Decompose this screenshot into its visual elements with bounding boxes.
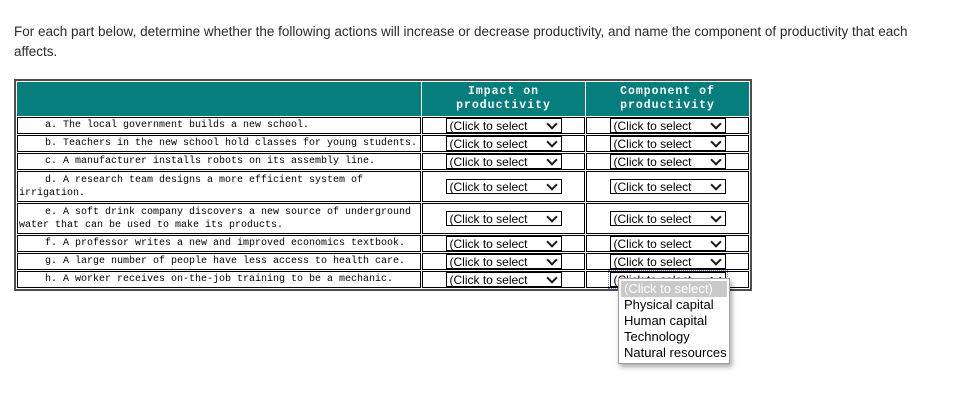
statement-b: b. Teachers in the new school hold class…: [17, 135, 421, 152]
chevron-down-icon: [545, 211, 558, 223]
component-select-e[interactable]: (Click to select: [609, 211, 726, 226]
table-row-d: d. A research team designs a more effici…: [17, 171, 749, 202]
productivity-table: Impact on productivity Component of prod…: [14, 79, 752, 291]
header-row: Impact on productivity Component of prod…: [17, 82, 749, 116]
component-select-g[interactable]: (Click to select: [609, 254, 726, 269]
select-value: (Click to select: [449, 136, 528, 151]
select-value: (Click to select: [449, 154, 528, 169]
impact-select-c[interactable]: (Click to select: [445, 154, 562, 169]
statement-column-header: [17, 82, 421, 116]
impact-select-d[interactable]: (Click to select: [445, 179, 562, 194]
select-value: (Click to select: [449, 272, 528, 287]
dropdown-option-human-capital[interactable]: Human capital: [624, 313, 708, 328]
component-select-b[interactable]: (Click to select: [609, 136, 726, 151]
dropdown-option-physical-capital[interactable]: Physical capital: [624, 297, 714, 312]
chevron-down-icon: [709, 118, 722, 130]
table-row-c: c. A manufacturer installs robots on its…: [17, 153, 749, 170]
chevron-down-icon: [545, 179, 558, 191]
select-value: (Click to select: [449, 211, 528, 226]
component-select-f[interactable]: (Click to select: [609, 236, 726, 251]
chevron-down-icon: [709, 254, 722, 266]
select-value: (Click to select: [613, 154, 692, 169]
impact-select-g[interactable]: (Click to select: [445, 254, 562, 269]
statement-f: f. A professor writes a new and improved…: [17, 235, 421, 252]
select-value: (Click to select: [449, 236, 528, 251]
dropdown-option-technology[interactable]: Technology: [624, 329, 690, 344]
impact-select-h[interactable]: (Click to select: [445, 272, 562, 287]
select-value: (Click to select: [613, 236, 692, 251]
component-select-c[interactable]: (Click to select: [609, 154, 726, 169]
select-value: (Click to select: [613, 118, 692, 133]
chevron-down-icon: [545, 272, 558, 284]
dropdown-option-click-to-select[interactable]: (Click to select): [621, 281, 727, 297]
chevron-down-icon: [545, 254, 558, 266]
select-value: (Click to select: [449, 118, 528, 133]
impact-column-header: Impact on productivity: [422, 82, 585, 116]
dropdown-menu: (Click to select) Physical capital Human…: [618, 278, 730, 364]
chevron-down-icon: [545, 236, 558, 248]
chevron-down-icon: [545, 118, 558, 130]
chevron-down-icon: [709, 154, 722, 166]
impact-select-a[interactable]: (Click to select: [445, 118, 562, 133]
table-row-f: f. A professor writes a new and improved…: [17, 235, 749, 252]
impact-select-b[interactable]: (Click to select: [445, 136, 562, 151]
component-column-header: Component of productivity: [586, 82, 749, 116]
chevron-down-icon: [545, 136, 558, 148]
select-value: (Click to select: [613, 179, 692, 194]
select-value: (Click to select: [613, 254, 692, 269]
chevron-down-icon: [709, 211, 722, 223]
statement-g: g. A large number of people have less ac…: [17, 253, 421, 270]
component-select-d[interactable]: (Click to select: [609, 179, 726, 194]
table-row-a: a. The local government builds a new sch…: [17, 117, 749, 134]
instructions-text: For each part below, determine whether t…: [14, 24, 908, 59]
chevron-down-icon: [709, 236, 722, 248]
impact-select-f[interactable]: (Click to select: [445, 236, 562, 251]
select-value: (Click to select: [613, 211, 692, 226]
statement-a: a. The local government builds a new sch…: [17, 117, 421, 134]
table-row-e: e. A soft drink company discovers a new …: [17, 203, 749, 234]
table-row-b: b. Teachers in the new school hold class…: [17, 135, 749, 152]
select-value: (Click to select: [449, 254, 528, 269]
statement-h: h. A worker receives on-the-job training…: [17, 271, 421, 288]
statement-d: d. A research team designs a more effici…: [17, 171, 421, 202]
dropdown-option-natural-resources[interactable]: Natural resources: [624, 345, 727, 360]
select-value: (Click to select: [449, 179, 528, 194]
chevron-down-icon: [709, 179, 722, 191]
chevron-down-icon: [709, 136, 722, 148]
statement-e: e. A soft drink company discovers a new …: [17, 203, 421, 234]
statement-c: c. A manufacturer installs robots on its…: [17, 153, 421, 170]
table-row-g: g. A large number of people have less ac…: [17, 253, 749, 270]
component-select-a[interactable]: (Click to select: [609, 118, 726, 133]
chevron-down-icon: [545, 154, 558, 166]
impact-select-e[interactable]: (Click to select: [445, 211, 562, 226]
select-value: (Click to select: [613, 136, 692, 151]
